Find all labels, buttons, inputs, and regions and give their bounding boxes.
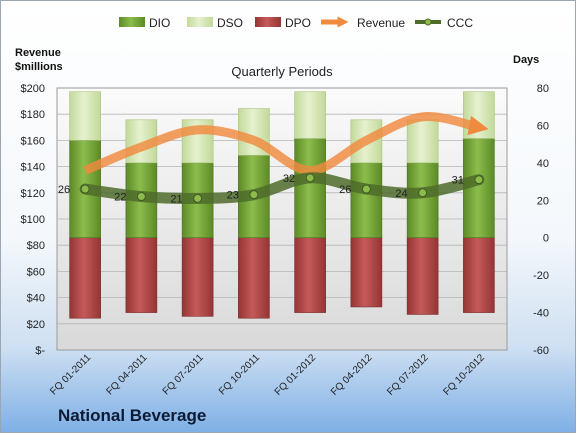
right-tick-label: -40 <box>533 308 549 320</box>
left-axis-title-line1: Revenue <box>15 47 61 59</box>
legend-revenue-label: Revenue <box>357 16 405 30</box>
revenue-line <box>83 112 489 176</box>
dpo-bar <box>350 237 383 308</box>
ccc-data-label: 24 <box>395 188 407 200</box>
dpo-bar <box>69 237 101 319</box>
legend-dso-label: DSO <box>217 16 243 30</box>
revenue-series <box>83 112 489 176</box>
legend-dpo-label: DPO <box>285 16 311 30</box>
category-label: FQ 07-2011 <box>161 352 206 397</box>
right-tick-label: 40 <box>537 158 549 170</box>
right-axis-title: Days <box>513 54 539 66</box>
right-tick-label: -20 <box>533 270 549 282</box>
left-tick-label: $- <box>35 345 45 357</box>
ccc-marker <box>474 175 484 185</box>
dso-bar <box>463 91 495 139</box>
legend-dso-swatch <box>187 17 213 27</box>
left-tick-label: $120 <box>21 188 45 200</box>
legend-ccc-label: CCC <box>447 16 473 30</box>
ccc-marker <box>361 184 371 194</box>
left-tick-label: $40 <box>27 293 45 305</box>
dpo-bar <box>238 237 270 319</box>
legend-dio-label: DIO <box>149 16 170 30</box>
category-labels: FQ 01-2011 FQ 04-2011 FQ 07-2011 FQ 10-2011… <box>48 352 487 398</box>
right-tick-label: 20 <box>537 195 549 207</box>
right-axis-ticks: -60 -40 -20 0 20 40 60 80 <box>533 83 549 357</box>
legend-dio-swatch <box>119 17 145 27</box>
ccc-marker <box>80 184 90 194</box>
right-tick-label: 0 <box>543 233 549 245</box>
dpo-bar <box>181 237 214 317</box>
company-name: National Beverage <box>58 406 207 425</box>
ccc-data-label: 32 <box>283 173 295 185</box>
ccc-data-label: 31 <box>452 175 464 187</box>
category-label: FQ 01-2012 <box>273 352 319 398</box>
dio-bar <box>350 162 383 239</box>
dpo-bar <box>125 237 158 313</box>
right-tick-label: -60 <box>533 345 549 357</box>
left-tick-label: $160 <box>21 135 45 147</box>
dso-bar <box>406 119 439 164</box>
ccc-line <box>79 172 485 204</box>
ccc-marker <box>418 188 428 198</box>
dio-bar <box>406 162 439 239</box>
ccc-data-label: 22 <box>114 192 126 204</box>
category-label: FQ 07-2012 <box>385 352 431 398</box>
right-tick-label: 60 <box>537 120 549 132</box>
chart-title: Quarterly Periods <box>231 64 333 79</box>
ccc-series: 26 22 21 23 32 26 24 31 <box>58 172 485 205</box>
ccc-marker <box>193 193 203 203</box>
left-axis-ticks: $- $20 $40 $60 $80 $100 $120 $140 $160 $180 $200 <box>21 83 46 357</box>
ccc-data-label: 26 <box>58 184 70 196</box>
category-label: FQ 10-2011 <box>217 352 262 397</box>
ccc-marker <box>305 173 315 183</box>
right-tick-label: 80 <box>537 83 549 95</box>
legend-dpo-swatch <box>255 17 281 27</box>
left-tick-label: $180 <box>21 109 45 121</box>
left-tick-label: $200 <box>21 83 45 95</box>
dpo-bar <box>463 237 495 313</box>
dio-bar <box>294 138 326 239</box>
ccc-marker <box>249 190 259 200</box>
ccc-marker <box>136 192 146 202</box>
category-label: FQ 01-2011 <box>48 352 93 397</box>
ccc-data-label: 21 <box>170 193 182 205</box>
dso-bar <box>69 91 101 141</box>
left-tick-label: $140 <box>21 162 45 174</box>
left-axis-title-line2: $millions <box>15 61 63 73</box>
legend: DIO DSO DPO Revenue CCC <box>119 16 473 30</box>
dpo-bar <box>294 237 326 313</box>
category-label: FQ 04-2011 <box>105 352 150 397</box>
dso-bar <box>294 91 326 139</box>
left-tick-label: $60 <box>27 266 45 278</box>
left-tick-label: $100 <box>21 214 45 226</box>
category-label: FQ 04-2012 <box>329 352 375 398</box>
ccc-data-label: 26 <box>339 184 351 196</box>
left-tick-label: $20 <box>27 319 45 331</box>
category-label: FQ 10-2012 <box>441 352 487 398</box>
legend-ccc-marker <box>424 18 432 26</box>
ccc-data-label: 23 <box>227 190 239 202</box>
dpo-bar <box>406 237 439 315</box>
left-tick-label: $80 <box>27 240 45 252</box>
